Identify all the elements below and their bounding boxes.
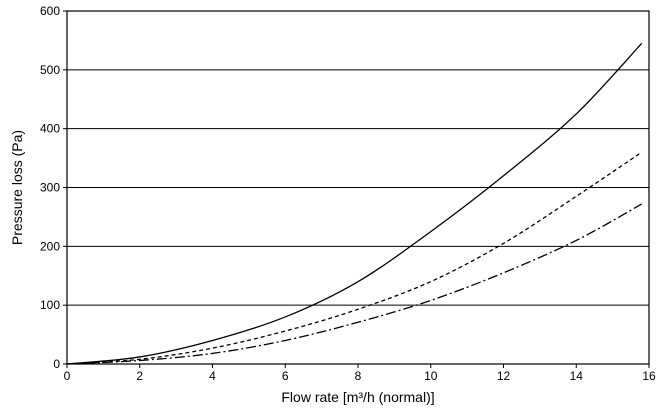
series-lines [66,42,643,365]
y-tick-label: 100 [40,298,60,312]
grid-lines [67,69,649,306]
series-line-dash-dot [66,203,643,365]
y-tick-label: 500 [40,63,60,77]
x-tick-label: 8 [355,369,362,383]
x-tick-label: 0 [64,369,71,383]
x-tick-label: 14 [570,369,584,383]
x-tick-label: 6 [282,369,289,383]
x-tick-label: 16 [642,369,656,383]
y-tick-label: 200 [40,239,60,253]
x-tick-label: 2 [136,369,143,383]
x-tick-label: 4 [209,369,216,383]
y-tick-label: 600 [40,4,60,18]
y-tick-label: 0 [53,357,60,371]
x-tick-label: 10 [424,369,438,383]
series-line-solid [66,42,643,365]
y-tick-label: 400 [40,122,60,136]
x-ticks: 0 2 4 6 8 10 12 14 16 [64,364,656,383]
x-tick-label: 12 [497,369,511,383]
y-ticks: 0 100 200 300 400 500 600 [40,4,67,371]
y-axis-label: Pressure loss (Pa) [9,130,25,245]
series-line-dashed [66,151,643,365]
x-axis-label: Flow rate [m³/h (normal)] [281,389,434,405]
y-tick-label: 300 [40,181,60,195]
